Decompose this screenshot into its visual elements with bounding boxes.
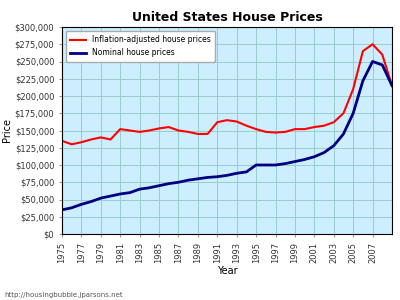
Inflation-adjusted house prices	[196, 132, 200, 136]
Inflation-adjusted house prices	[292, 127, 297, 131]
Nominal house prices	[147, 186, 152, 190]
Inflation-adjusted house prices	[128, 129, 132, 132]
Nominal house prices	[89, 200, 94, 203]
Inflation-adjusted house prices	[225, 118, 230, 122]
Inflation-adjusted house prices	[273, 131, 278, 134]
Nominal house prices	[196, 177, 200, 181]
Nominal house prices	[302, 158, 307, 161]
Nominal house prices	[225, 173, 230, 177]
Inflation-adjusted house prices	[108, 138, 113, 141]
Nominal house prices	[186, 178, 190, 182]
Inflation-adjusted house prices	[264, 130, 268, 134]
Nominal house prices	[215, 175, 220, 178]
Text: http://housingbubble.jparsons.net: http://housingbubble.jparsons.net	[4, 292, 123, 298]
Nominal house prices	[322, 151, 326, 154]
Inflation-adjusted house prices	[234, 120, 239, 123]
Nominal house prices	[166, 182, 171, 185]
Nominal house prices	[234, 172, 239, 175]
Inflation-adjusted house prices	[322, 124, 326, 128]
X-axis label: Year: Year	[217, 266, 237, 276]
Legend: Inflation-adjusted house prices, Nominal house prices: Inflation-adjusted house prices, Nominal…	[66, 31, 215, 62]
Inflation-adjusted house prices	[390, 84, 394, 88]
Line: Inflation-adjusted house prices: Inflation-adjusted house prices	[62, 44, 392, 144]
Nominal house prices	[351, 111, 356, 115]
Inflation-adjusted house prices	[205, 132, 210, 136]
Inflation-adjusted house prices	[341, 111, 346, 115]
Inflation-adjusted house prices	[360, 50, 365, 53]
Inflation-adjusted house prices	[254, 127, 258, 131]
Nominal house prices	[205, 176, 210, 179]
Nominal house prices	[283, 162, 288, 165]
Nominal house prices	[312, 155, 317, 158]
Inflation-adjusted house prices	[186, 130, 190, 134]
Nominal house prices	[118, 192, 123, 196]
Inflation-adjusted house prices	[244, 124, 249, 128]
Inflation-adjusted house prices	[331, 120, 336, 124]
Inflation-adjusted house prices	[380, 53, 385, 56]
Nominal house prices	[157, 184, 162, 188]
Nominal house prices	[79, 202, 84, 206]
Nominal house prices	[341, 132, 346, 136]
Line: Nominal house prices: Nominal house prices	[62, 61, 392, 210]
Nominal house prices	[176, 181, 181, 184]
Inflation-adjusted house prices	[370, 42, 375, 46]
Nominal house prices	[360, 79, 365, 83]
Nominal house prices	[380, 63, 385, 67]
Inflation-adjusted house prices	[302, 127, 307, 131]
Nominal house prices	[108, 194, 113, 198]
Nominal house prices	[273, 163, 278, 167]
Nominal house prices	[254, 163, 258, 167]
Nominal house prices	[244, 170, 249, 174]
Nominal house prices	[128, 191, 132, 194]
Inflation-adjusted house prices	[118, 127, 123, 131]
Nominal house prices	[60, 208, 64, 212]
Nominal house prices	[137, 187, 142, 191]
Inflation-adjusted house prices	[79, 140, 84, 144]
Inflation-adjusted house prices	[283, 130, 288, 134]
Inflation-adjusted house prices	[98, 136, 103, 139]
Inflation-adjusted house prices	[147, 129, 152, 132]
Nominal house prices	[264, 163, 268, 167]
Inflation-adjusted house prices	[166, 125, 171, 129]
Inflation-adjusted house prices	[157, 127, 162, 130]
Inflation-adjusted house prices	[351, 87, 356, 91]
Y-axis label: Price: Price	[2, 118, 12, 142]
Nominal house prices	[390, 84, 394, 88]
Inflation-adjusted house prices	[69, 142, 74, 146]
Inflation-adjusted house prices	[312, 125, 317, 129]
Nominal house prices	[331, 144, 336, 148]
Inflation-adjusted house prices	[215, 120, 220, 124]
Nominal house prices	[370, 60, 375, 63]
Nominal house prices	[292, 160, 297, 163]
Inflation-adjusted house prices	[176, 129, 181, 132]
Inflation-adjusted house prices	[137, 130, 142, 134]
Inflation-adjusted house prices	[60, 139, 64, 143]
Inflation-adjusted house prices	[89, 138, 94, 141]
Nominal house prices	[69, 206, 74, 210]
Nominal house prices	[98, 196, 103, 200]
Title: United States House Prices: United States House Prices	[132, 11, 322, 24]
